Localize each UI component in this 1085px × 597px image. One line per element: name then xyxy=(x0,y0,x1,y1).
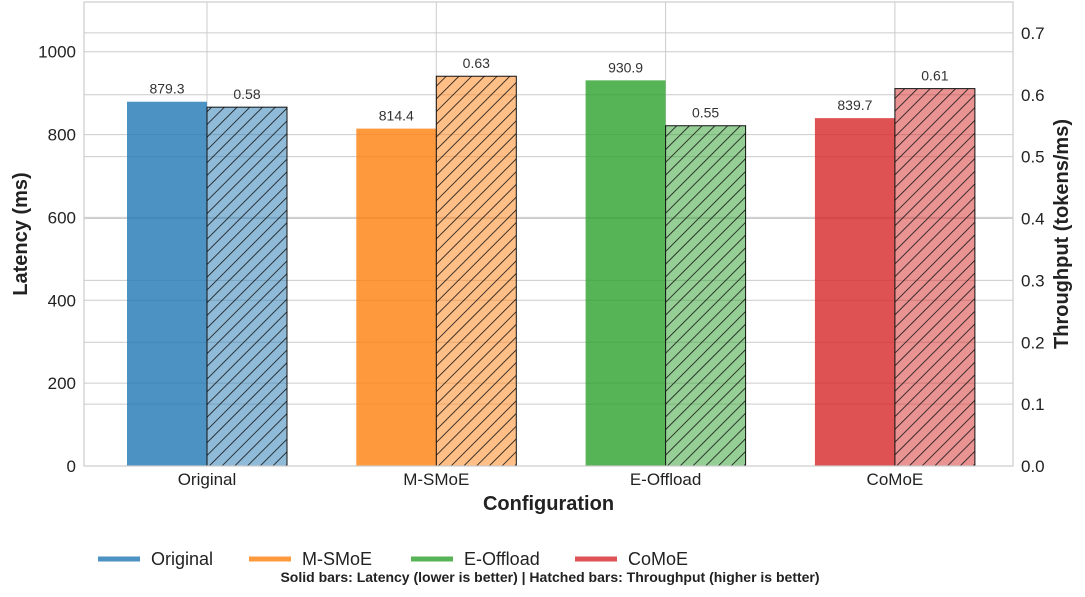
legend-label-e-offload: E-Offload xyxy=(464,549,540,569)
x-tick-label-m-smoe: M-SMoE xyxy=(403,470,469,489)
y2-tick-label-0: 0.0 xyxy=(1021,457,1045,476)
data-label-throughput-m-smoe: 0.63 xyxy=(463,55,490,71)
bar-latency-m-smoe xyxy=(356,128,437,466)
data-labels: 879.3 0.58 814.4 0.63 930.9 0.55 839.7 0.61 xyxy=(149,55,948,123)
legend-label-m-smoe: M-SMoE xyxy=(302,549,372,569)
data-label-throughput-comoe: 0.61 xyxy=(921,68,948,84)
y-tick-label-1000: 1000 xyxy=(38,43,76,62)
x-tick-label-comoe: CoMoE xyxy=(867,470,924,489)
y2-tick-label-0-6: 0.6 xyxy=(1021,86,1045,105)
y-tick-label-400: 400 xyxy=(48,291,76,310)
bar-latency-comoe xyxy=(814,118,895,467)
x-tick-label-original: Original xyxy=(178,470,237,489)
plot-border xyxy=(83,1,1014,467)
bar-latency-original xyxy=(127,101,207,467)
chart-note: Solid bars: Latency (lower is better) | … xyxy=(280,569,819,585)
y-tick-label-200: 200 xyxy=(48,374,76,393)
x-axis-title: Configuration xyxy=(483,493,614,515)
bar-throughput-original xyxy=(206,106,288,467)
data-label-throughput-original: 0.58 xyxy=(233,86,260,102)
y2-tick-label-0-1: 0.1 xyxy=(1021,395,1045,414)
plot-frame xyxy=(83,1,1014,467)
bar-throughput-e-offload xyxy=(665,125,747,467)
y-tick-label-600: 600 xyxy=(48,208,76,227)
y2-axis-title: Throughput (tokens/ms) xyxy=(1051,119,1073,349)
legend-label-original: Original xyxy=(151,549,213,569)
y-tick-label-800: 800 xyxy=(48,126,76,145)
data-label-throughput-e-offload: 0.55 xyxy=(692,105,719,121)
y2-tick-label-0-3: 0.3 xyxy=(1021,271,1045,290)
y-axis-title: Latency (ms) xyxy=(10,172,32,295)
bar-latency-e-offload xyxy=(585,80,666,466)
x-tick-label-e-offload: E-Offload xyxy=(630,470,702,489)
data-label-latency-original: 879.3 xyxy=(149,81,184,97)
legend-label-comoe: CoMoE xyxy=(628,549,688,569)
data-label-latency-m-smoe: 814.4 xyxy=(379,108,414,124)
bar-throughput-m-smoe xyxy=(435,75,517,467)
y2-tick-label-0-2: 0.2 xyxy=(1021,333,1045,352)
bars xyxy=(127,75,976,467)
axes: Configuration Latency (ms) Throughput (t… xyxy=(10,24,1073,515)
y-tick-label-0: 0 xyxy=(67,457,76,476)
data-label-latency-comoe: 839.7 xyxy=(837,97,872,113)
y2-tick-label-0-4: 0.4 xyxy=(1021,210,1045,229)
y2-tick-label-0-5: 0.5 xyxy=(1021,148,1045,167)
data-label-latency-e-offload: 930.9 xyxy=(608,59,643,75)
y2-tick-label-0-7: 0.7 xyxy=(1021,24,1045,43)
bar-throughput-comoe xyxy=(894,88,976,467)
legend: Original M-SMoE E-Offload CoMoE xyxy=(98,549,688,569)
